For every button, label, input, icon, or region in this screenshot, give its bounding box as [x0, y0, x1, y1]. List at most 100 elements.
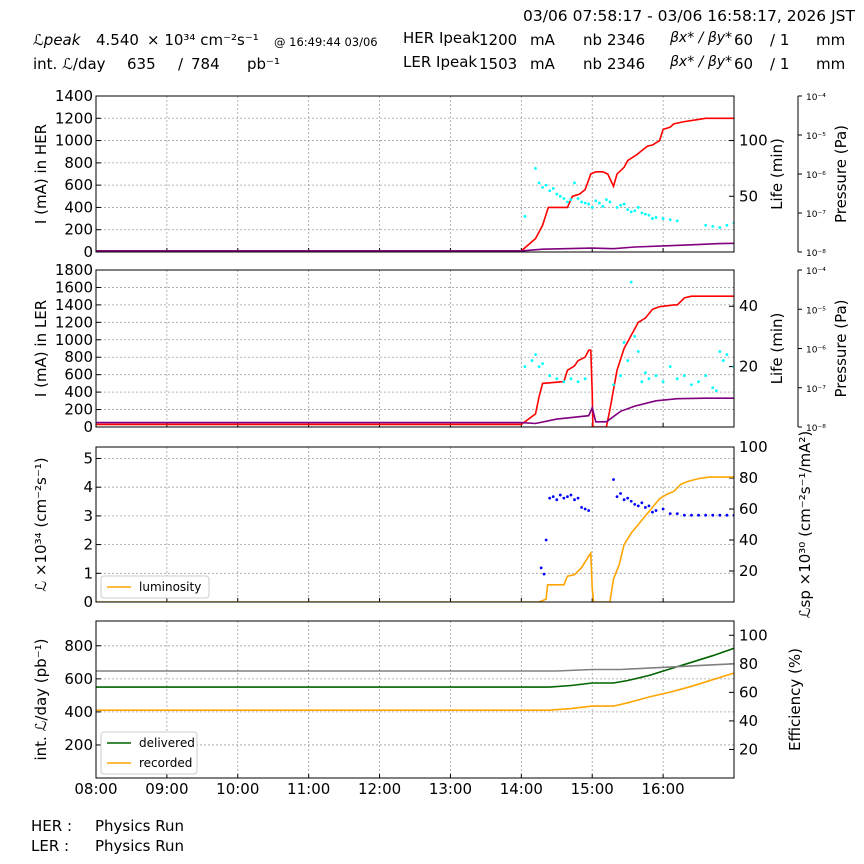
- current-line: [96, 117, 734, 252]
- life-point: [573, 181, 576, 185]
- specific_lum-point: [551, 495, 555, 498]
- her-beta-unit: mm: [816, 31, 846, 49]
- specific_lum-point: [640, 501, 644, 505]
- pressure-tick-label: 10⁻⁵: [806, 306, 826, 316]
- series-group: [96, 280, 734, 427]
- life-point: [615, 206, 619, 209]
- ler-beta-label: βx* / βy*: [670, 54, 733, 70]
- specific_lum-point: [615, 495, 619, 498]
- life-point: [551, 187, 555, 190]
- life-point: [576, 380, 580, 384]
- specific_lum-point: [619, 492, 622, 495]
- her-nb-value: 2346: [607, 31, 646, 49]
- x-tick-label: 15:00: [571, 780, 614, 798]
- life-point: [651, 217, 654, 220]
- life-point: [523, 365, 527, 369]
- life-point: [555, 192, 559, 196]
- y-tick-label: 0: [83, 243, 93, 261]
- life-point: [622, 202, 626, 206]
- pressure-tick-label: 10⁻⁷: [806, 210, 826, 220]
- life-point: [569, 377, 573, 381]
- specific_lum-point: [661, 507, 665, 511]
- life-point: [544, 183, 548, 187]
- life-point: [601, 204, 605, 208]
- specific_lum-point: [643, 506, 647, 509]
- footer-ler-label: LER :: [31, 837, 70, 855]
- life-point: [675, 377, 679, 381]
- y-tick-label: 1: [83, 564, 93, 582]
- life-point: [541, 185, 544, 189]
- life-point: [640, 211, 644, 215]
- y-tick-label: 800: [64, 348, 93, 366]
- x-tick-label: 10:00: [216, 780, 259, 798]
- life-point: [629, 280, 633, 284]
- pressure-tick-label: 10⁻⁵: [806, 132, 826, 142]
- pressure-line: [96, 397, 734, 425]
- y2-tick-label: 20: [739, 358, 758, 376]
- life-point: [612, 383, 615, 387]
- specific_lum-point: [704, 513, 708, 517]
- y2-tick-label: 40: [739, 712, 758, 730]
- y-tick-label: 600: [64, 176, 93, 194]
- specific_lum-point: [558, 493, 562, 497]
- y-tick-label: 800: [64, 637, 93, 655]
- y-axis-label: I (mA) in LER: [32, 300, 50, 397]
- life-point: [534, 167, 537, 170]
- pressure-tick-label: 10⁻⁷: [806, 385, 826, 395]
- plot-frame: [95, 269, 735, 428]
- life-point: [633, 209, 637, 213]
- ler-ipeak-value: 1503: [479, 55, 518, 73]
- specific_lum-point: [647, 504, 651, 508]
- y-tick-label: 1200: [55, 109, 93, 127]
- specific_lum-point: [555, 498, 559, 502]
- y-tick-label: 600: [64, 366, 93, 384]
- life-point: [654, 216, 658, 219]
- specific_lum-point: [544, 538, 548, 542]
- life-point: [711, 224, 715, 228]
- y-axis-label: I (mA) in HER: [32, 124, 50, 224]
- specific_lum-point: [682, 513, 686, 517]
- y2-axis-label: Life (min): [768, 138, 786, 210]
- life-point: [647, 213, 651, 217]
- y-axis-label: int. ℒ/day (pb⁻¹): [32, 639, 50, 761]
- y-tick-label: 400: [64, 383, 93, 401]
- ler-nb-label: nb: [583, 55, 603, 73]
- legend-label: delivered: [139, 736, 195, 750]
- ler-beta-x: 60: [734, 55, 754, 73]
- life-point: [682, 374, 686, 378]
- life-point: [537, 365, 541, 369]
- life-point: [590, 206, 594, 209]
- specific_lum-point: [668, 512, 672, 516]
- time-range: 03/06 07:58:17 - 03/06 16:58:17, 2026 JS…: [523, 7, 855, 25]
- specific_lum-point: [539, 566, 543, 570]
- y-tick-label: 600: [64, 670, 93, 688]
- y-axis-label: ℒ ×10³⁴ (cm⁻²s⁻¹): [32, 457, 50, 591]
- life-point: [636, 350, 640, 353]
- specific_lum-point: [562, 496, 566, 500]
- y2-tick-label: 80: [739, 655, 758, 673]
- life-point: [661, 217, 665, 220]
- life-point: [583, 377, 587, 381]
- her-ipeak-label: HER Ipeak: [403, 29, 480, 47]
- life-point: [668, 218, 672, 222]
- life-point: [725, 353, 729, 356]
- specific_lum-point: [651, 510, 654, 514]
- specific_lum-point: [622, 498, 626, 502]
- lpeak-label: ℒpeak: [33, 31, 81, 49]
- life-point: [725, 223, 729, 227]
- specific_lum-point: [690, 513, 693, 517]
- pressure-tick-label: 10⁻⁶: [806, 346, 826, 356]
- y-tick-label: 200: [64, 221, 93, 239]
- intlum-label: int. ℒ/day: [33, 55, 106, 73]
- intlum-value: 635: [127, 55, 156, 73]
- life-point: [661, 380, 665, 384]
- x-tick-label: 08:00: [74, 780, 117, 798]
- plot-frame: [95, 620, 735, 779]
- panel-her: 0 200 400 600 800 1000 1200 1400 50 100 I (mA) in …: [32, 87, 850, 261]
- intlum-total: 784: [191, 55, 220, 73]
- intlum-unit: pb⁻¹: [247, 55, 280, 73]
- pressure-tick-label: 10⁻⁶: [806, 171, 826, 181]
- life-point: [704, 223, 708, 227]
- life-point: [541, 362, 544, 365]
